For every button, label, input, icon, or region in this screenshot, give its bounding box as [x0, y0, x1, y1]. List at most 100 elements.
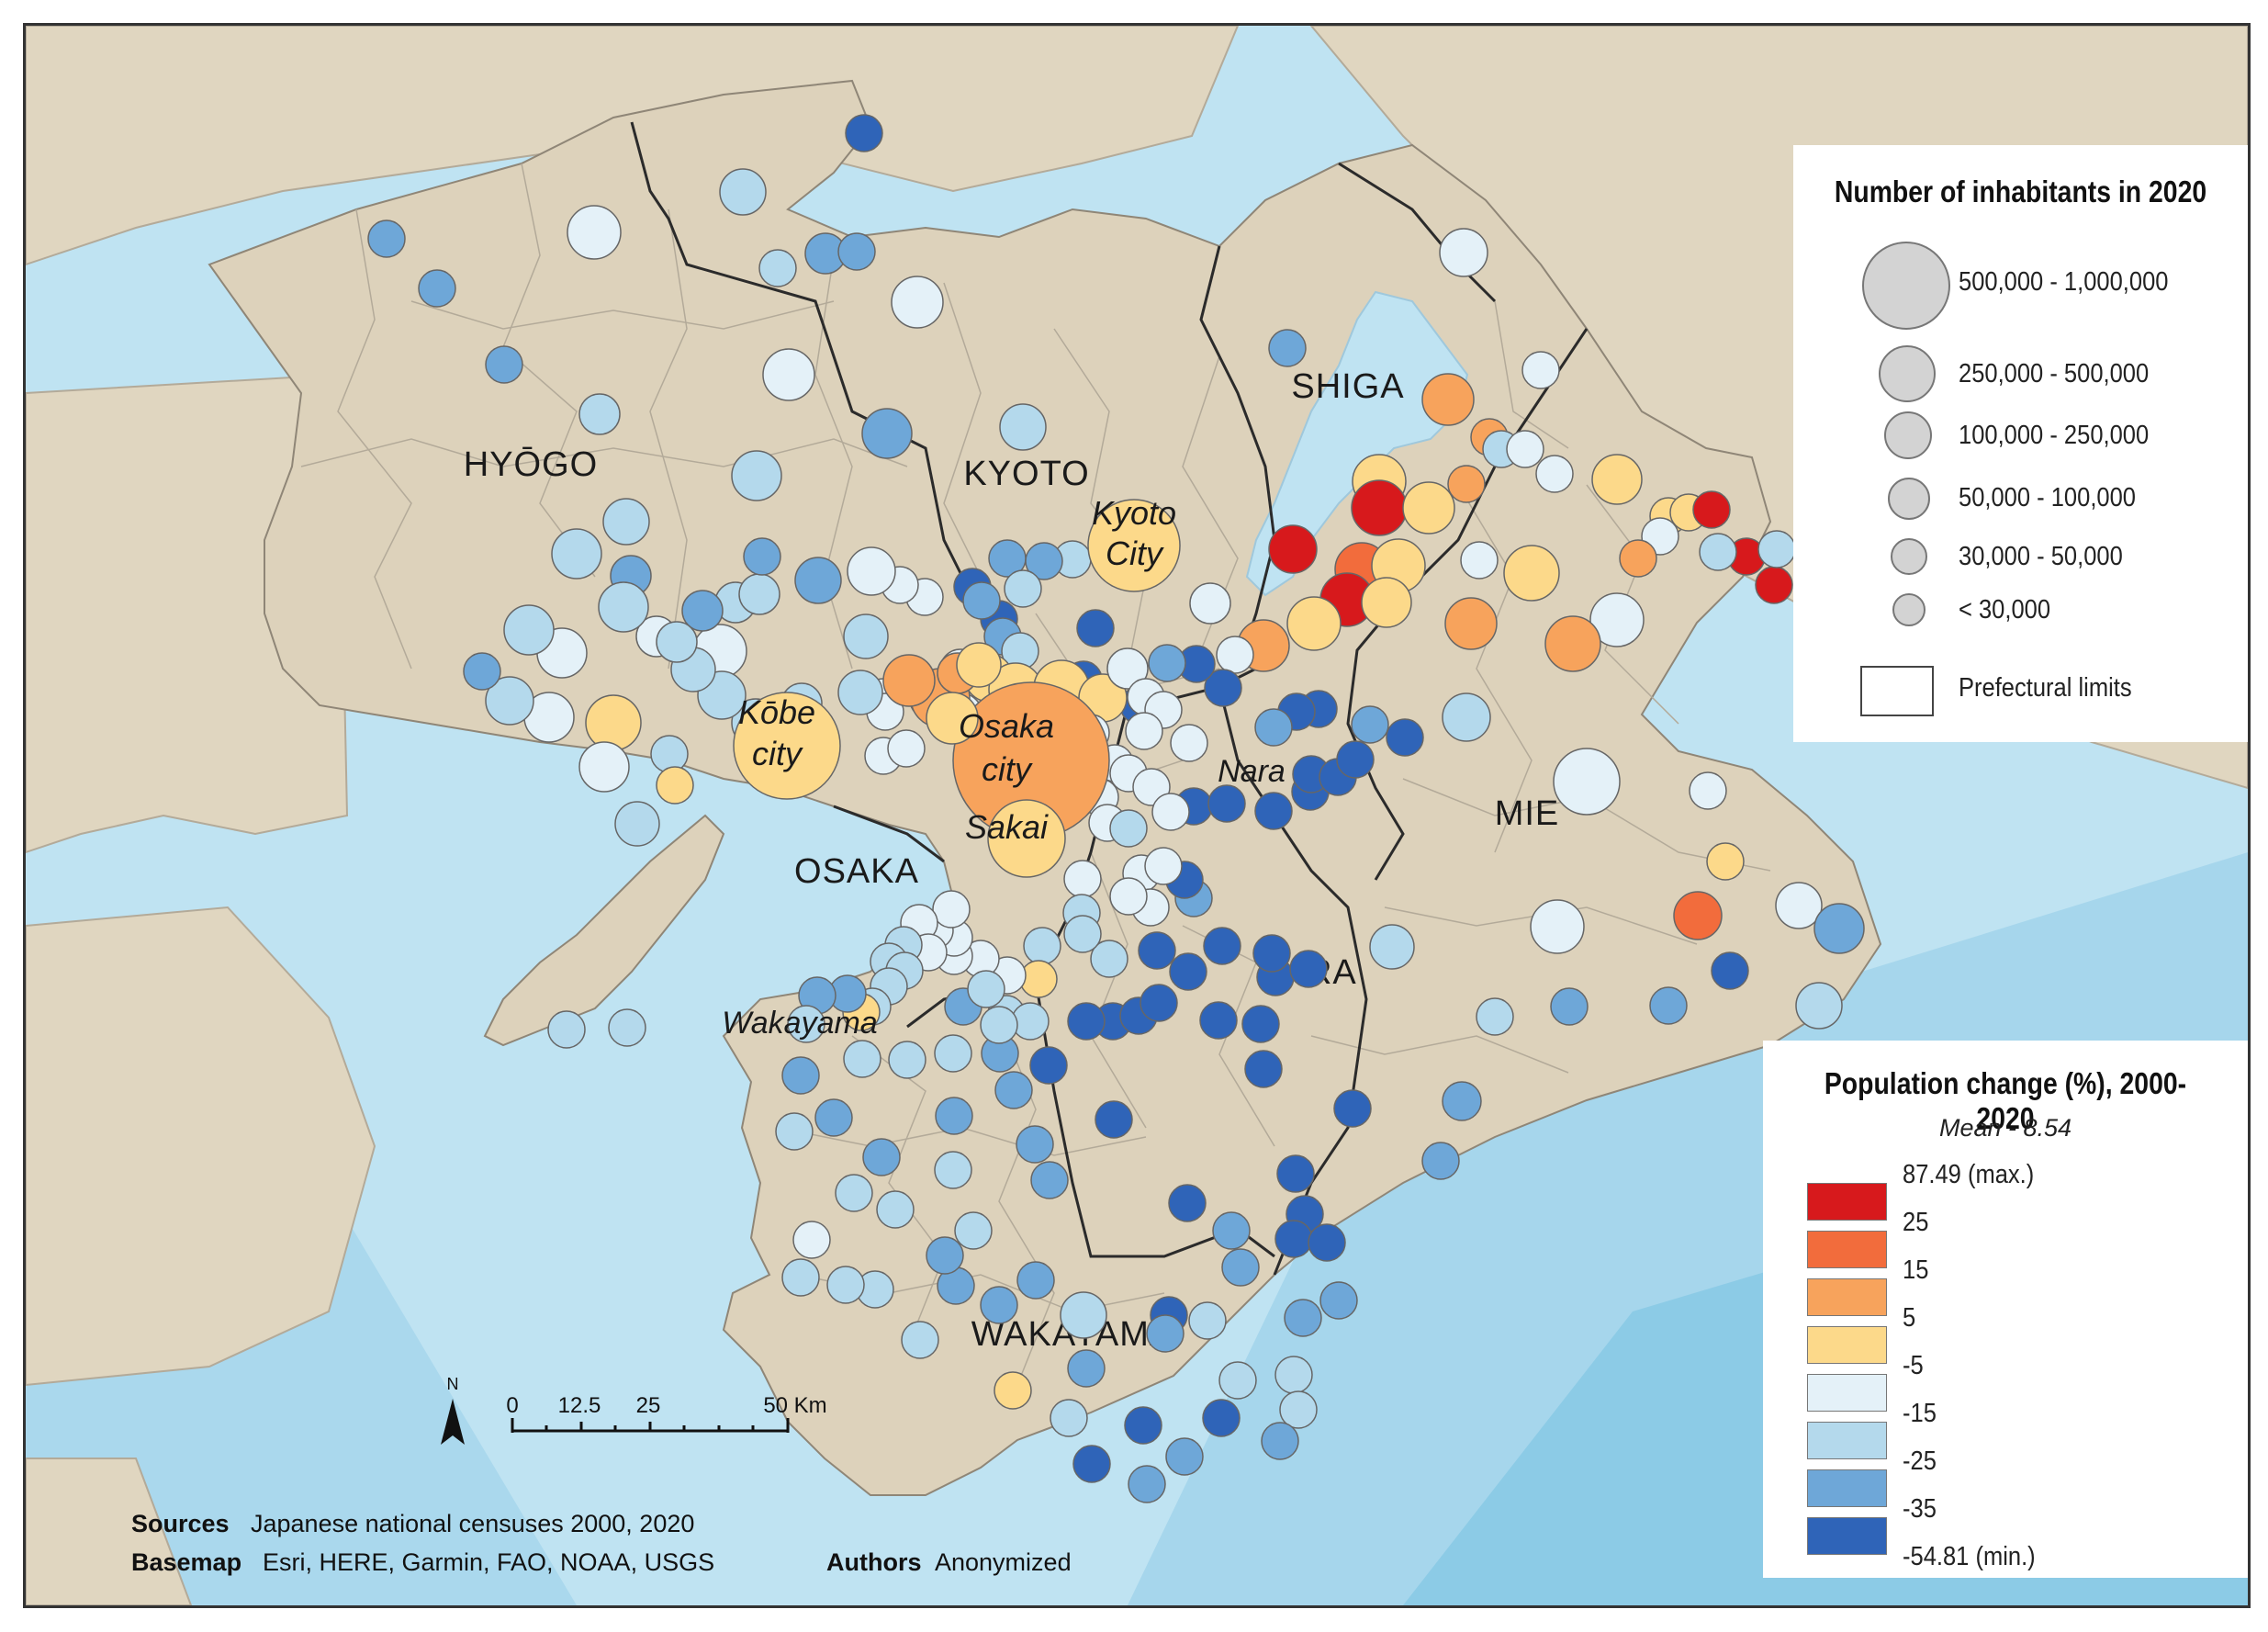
legend-class-swatch	[1807, 1231, 1887, 1268]
municipality-circle	[503, 604, 555, 656]
legend-break-label: 15	[1903, 1255, 1929, 1285]
legend-class-swatch	[1807, 1278, 1887, 1316]
legend-break-label: -54.81 (min.)	[1903, 1542, 2036, 1571]
scale-tick-50: 50 Km	[763, 1393, 826, 1418]
municipality-circle	[845, 114, 883, 152]
municipality-circle	[1649, 986, 1688, 1025]
basemap-label: Basemap	[131, 1548, 241, 1576]
municipality-circle	[731, 450, 782, 501]
municipality-circle	[1530, 899, 1585, 954]
land-outside	[26, 1458, 193, 1605]
municipality-circle	[787, 1005, 825, 1043]
legend-class-swatch	[1807, 1469, 1887, 1507]
land-outside	[26, 906, 376, 1387]
municipality-circle	[1207, 784, 1246, 823]
municipality-circle	[962, 581, 1001, 620]
municipality-circle	[1109, 877, 1148, 916]
city-label-wakayama: Wakayama	[722, 1006, 877, 1041]
municipality-circle	[1063, 860, 1102, 898]
municipality-circle	[935, 1097, 973, 1135]
municipality-circle	[1521, 351, 1560, 389]
municipality-circle	[1138, 931, 1176, 970]
municipality-circle	[876, 1190, 915, 1229]
municipality-circle	[926, 692, 979, 745]
municipality-circle	[608, 1008, 646, 1047]
municipality-circle	[719, 168, 767, 216]
size-circle-30k-50k	[1891, 538, 1927, 575]
municipality-circle	[1476, 997, 1514, 1036]
city-label-osaka: Osaka	[959, 707, 1054, 745]
size-label-under-30k: < 30,000	[1959, 595, 2051, 625]
prefectural-limits-swatch	[1860, 666, 1934, 716]
municipality-circle	[485, 345, 523, 384]
municipality-circle	[980, 1286, 1018, 1324]
municipality-circle	[1165, 1437, 1204, 1476]
legend-inhabitants-title: Number of inhabitants in 2020	[1834, 174, 2207, 208]
municipality-circle	[994, 1371, 1032, 1410]
municipality-circle	[1284, 1299, 1322, 1337]
municipality-circle	[956, 642, 1002, 688]
municipality-circle	[1276, 1154, 1315, 1193]
size-label-50k-100k: 50,000 - 100,000	[1959, 483, 2136, 512]
municipality-circle	[847, 546, 896, 596]
north-arrow: N	[441, 1375, 465, 1445]
city-label-kobe-2: city	[752, 735, 803, 772]
municipality-circle	[967, 970, 1005, 1008]
municipality-circle	[1274, 1356, 1313, 1394]
municipality-circle	[367, 219, 406, 258]
municipality-circle	[1279, 1390, 1318, 1429]
municipality-circle	[1076, 609, 1115, 647]
municipality-circle	[738, 573, 780, 615]
municipality-circle	[1506, 430, 1544, 468]
municipality-circle	[1757, 530, 1796, 568]
city-label-kyoto: Kyoto	[1092, 494, 1176, 532]
municipality-circle	[1029, 1046, 1068, 1085]
municipality-circle	[1199, 1001, 1238, 1040]
size-label-30k-50k: 30,000 - 50,000	[1959, 542, 2123, 571]
municipality-circle	[578, 741, 630, 793]
municipality-circle	[1106, 647, 1149, 690]
sources-label: Sources	[131, 1510, 230, 1537]
municipality-circle	[843, 613, 889, 659]
municipality-circle	[1699, 533, 1737, 571]
municipality-circle	[1060, 1291, 1107, 1339]
pref-label-osaka: OSAKA	[794, 852, 919, 891]
municipality-circle	[656, 621, 698, 663]
legend-population-change: Population change (%), 2000-2020 Mean - …	[1763, 1041, 2248, 1578]
municipality-circle	[1087, 499, 1181, 592]
municipality-circle	[602, 498, 650, 546]
municipality-circle	[1125, 712, 1163, 750]
municipality-circle	[463, 652, 501, 691]
land-awaji	[483, 814, 725, 1047]
municipality-circle	[1589, 592, 1645, 647]
municipality-circle	[1016, 1261, 1055, 1300]
municipality-circle	[1351, 705, 1389, 744]
municipality-circle	[781, 1258, 820, 1297]
legend-class-swatch	[1807, 1422, 1887, 1459]
municipality-circle	[1067, 1002, 1106, 1041]
municipality-circle	[1544, 615, 1601, 672]
municipality-circle	[1170, 724, 1208, 762]
municipality-circle	[758, 249, 797, 287]
city-label-osaka-2: city	[982, 750, 1033, 788]
municipality-circle	[837, 232, 876, 271]
municipality-circle	[1124, 1406, 1162, 1445]
municipality-circle	[1090, 940, 1128, 978]
municipality-circle	[1503, 545, 1560, 602]
municipality-circle	[934, 1151, 972, 1189]
north-label: N	[447, 1375, 459, 1393]
municipality-circle	[891, 276, 944, 329]
municipality-circle	[781, 1056, 820, 1095]
municipality-circle	[585, 694, 642, 751]
municipality-circles	[367, 114, 1865, 1503]
size-circle-500k-1m	[1862, 242, 1950, 330]
municipality-circle	[932, 890, 971, 929]
municipality-circle	[1050, 1399, 1088, 1437]
municipality-circle	[1095, 1100, 1133, 1139]
city-label-kyoto-2: City	[1106, 535, 1164, 572]
municipality-circle	[1442, 1081, 1482, 1121]
basemap-value: Esri, HERE, Garmin, FAO, NOAA, USGS	[263, 1548, 714, 1576]
municipality-circle	[1336, 740, 1375, 779]
municipality-circle	[926, 1236, 964, 1275]
size-label-100k-250k: 100,000 - 250,000	[1959, 421, 2150, 450]
